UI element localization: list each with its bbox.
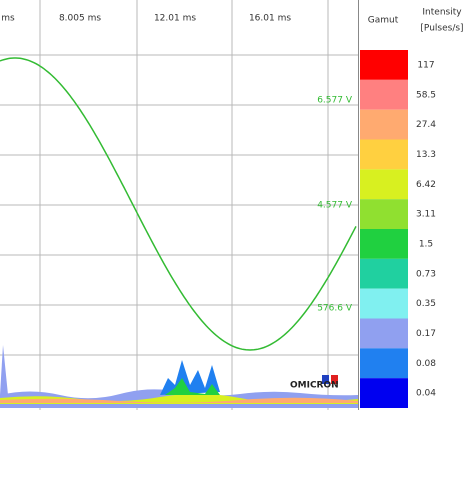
legend-label: 58.5: [416, 90, 436, 100]
legend-label: 27.4: [416, 120, 436, 130]
legend-swatch: [360, 378, 408, 408]
pattern-band: [0, 397, 358, 403]
legend-label: 0.73: [416, 269, 436, 279]
legend-label: 0.17: [416, 329, 436, 339]
legend-swatch: [360, 348, 408, 379]
legend-swatch: [360, 258, 408, 289]
legend-label: 13.3: [416, 150, 436, 160]
legend-swatch: [360, 318, 408, 349]
legend-swatch: [360, 199, 408, 229]
voltage-label: 6.577 V: [317, 96, 353, 106]
legend-label: 117: [417, 60, 434, 70]
pd-pattern: [0, 345, 358, 408]
axis-label: 16.01 ms: [249, 14, 291, 24]
legend-label: 0.08: [416, 359, 436, 369]
legend-swatch: [360, 79, 408, 110]
voltage-label: 576.6 V: [317, 304, 353, 314]
legend-label: 6.42: [416, 180, 436, 190]
legend-swatch: [360, 169, 408, 200]
legend-swatch: [360, 109, 408, 140]
legend-label: 0.35: [416, 299, 436, 309]
legend-swatch: [360, 229, 408, 259]
intensity-label: Intensity: [422, 8, 462, 18]
legend-swatch: [360, 50, 408, 80]
pattern-cluster: [160, 360, 220, 395]
logo-icon: [331, 375, 338, 384]
logo-text: OMICRON: [290, 381, 339, 391]
axis-label: 8.005 ms: [59, 14, 101, 24]
gamut-label: Gamut: [368, 16, 399, 26]
voltage-label: 4.577 V: [317, 201, 353, 211]
legend-swatch: [360, 139, 408, 170]
pattern-cluster: [165, 378, 220, 395]
logo-icon: [322, 375, 329, 384]
axis-label: 12.01 ms: [154, 14, 196, 24]
legend-swatch: [360, 288, 408, 319]
legend-label: 3.11: [416, 210, 436, 220]
axis-label: ms: [1, 14, 15, 24]
legend-label: 0.04: [416, 389, 436, 399]
intensity-label: [Pulses/s]: [420, 24, 463, 34]
pattern-cluster: [0, 345, 8, 395]
legend-label: 1.5: [419, 239, 433, 249]
voltage-curve: [0, 57, 357, 351]
